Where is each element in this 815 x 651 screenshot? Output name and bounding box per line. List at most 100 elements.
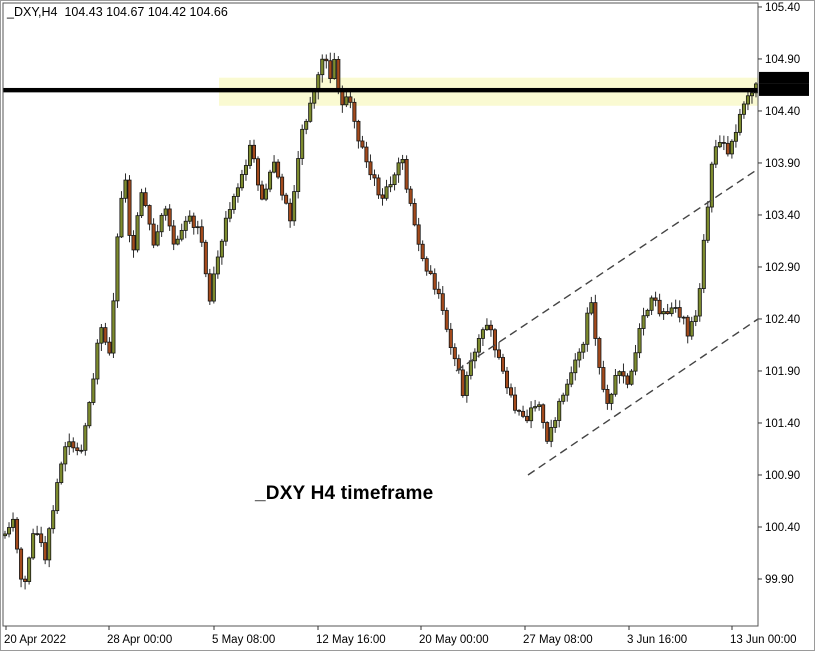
candle[interactable] [597,336,602,375]
candle[interactable] [167,204,172,231]
candle[interactable] [545,421,550,444]
candle[interactable] [372,169,377,186]
candle[interactable] [657,293,662,317]
candle[interactable] [7,522,12,538]
candle[interactable] [300,124,305,165]
candle[interactable] [629,369,634,386]
candle[interactable] [621,363,626,384]
candle[interactable] [645,308,650,318]
candle[interactable] [51,505,56,534]
candle[interactable] [352,98,357,129]
candle[interactable] [701,234,706,294]
candle[interactable] [135,212,140,253]
candle[interactable] [368,154,373,180]
candle[interactable] [296,150,301,199]
candle[interactable] [464,371,469,403]
candle[interactable] [533,399,538,412]
candle[interactable] [183,216,188,239]
candle[interactable] [247,140,252,169]
candle[interactable] [460,364,465,398]
candle[interactable] [211,266,216,304]
candle[interactable] [288,198,293,228]
candle[interactable] [641,307,646,336]
candle[interactable] [35,525,40,536]
candle[interactable] [131,230,136,258]
candle[interactable] [737,108,742,136]
candle[interactable] [549,419,554,448]
candle[interactable] [509,383,514,398]
candle[interactable] [492,328,497,358]
horizontal-price-line[interactable] [3,87,758,93]
candle[interactable] [376,174,381,199]
candle[interactable] [428,265,433,276]
candle[interactable] [613,369,618,397]
candle[interactable] [388,176,393,193]
candle[interactable] [175,235,180,246]
candle[interactable] [581,341,586,359]
candle[interactable] [733,124,738,148]
candle[interactable] [589,296,594,316]
candle[interactable] [392,172,397,191]
candle[interactable] [215,250,220,279]
candle[interactable] [517,409,522,416]
candle[interactable] [139,188,144,218]
candle[interactable] [332,52,337,80]
candle[interactable] [709,161,714,213]
candle[interactable] [179,223,184,242]
candle[interactable] [541,403,546,429]
candle[interactable] [380,188,385,206]
candle[interactable] [677,300,682,323]
candle[interactable] [725,136,730,157]
candle[interactable] [557,398,562,428]
candle[interactable] [444,307,449,333]
candle[interactable] [625,373,630,389]
candle[interactable] [260,180,265,201]
candle[interactable] [107,337,112,356]
candle[interactable] [3,530,8,539]
candle[interactable] [681,315,686,325]
candle[interactable] [404,155,409,193]
candle[interactable] [195,220,200,235]
candle[interactable] [593,294,598,346]
candle[interactable] [43,535,48,565]
candle[interactable] [155,224,160,247]
candle[interactable] [717,135,722,149]
candle[interactable] [79,444,84,454]
candle[interactable] [119,191,124,238]
candle[interactable] [689,316,694,340]
candle[interactable] [476,334,481,358]
candle[interactable] [264,183,269,202]
candle[interactable] [408,186,413,207]
candle[interactable] [63,441,68,472]
candle[interactable] [251,139,256,163]
candle[interactable] [693,310,698,327]
candle[interactable] [304,118,309,135]
candle[interactable] [697,283,702,322]
candle[interactable] [569,366,574,388]
candle[interactable] [11,512,16,532]
candle[interactable] [328,52,333,84]
candle[interactable] [561,392,566,405]
candle[interactable] [585,307,590,352]
candle[interactable] [713,139,718,169]
candle[interactable] [219,238,224,265]
candle[interactable] [75,442,80,456]
candle[interactable] [661,307,666,320]
candle[interactable] [143,187,148,208]
candle[interactable] [468,352,473,380]
candle[interactable] [356,119,361,149]
candle[interactable] [207,268,212,305]
candle[interactable] [231,193,236,214]
candle[interactable] [344,91,349,108]
candle[interactable] [396,157,401,183]
candle[interactable] [227,202,232,223]
candle[interactable] [243,159,248,181]
candle[interactable] [601,360,606,393]
candle[interactable] [280,173,285,201]
candle[interactable] [111,292,116,359]
candle[interactable] [320,54,325,83]
candle[interactable] [484,318,489,332]
candle[interactable] [456,354,461,374]
candle[interactable] [432,268,437,295]
candle[interactable] [565,378,570,402]
